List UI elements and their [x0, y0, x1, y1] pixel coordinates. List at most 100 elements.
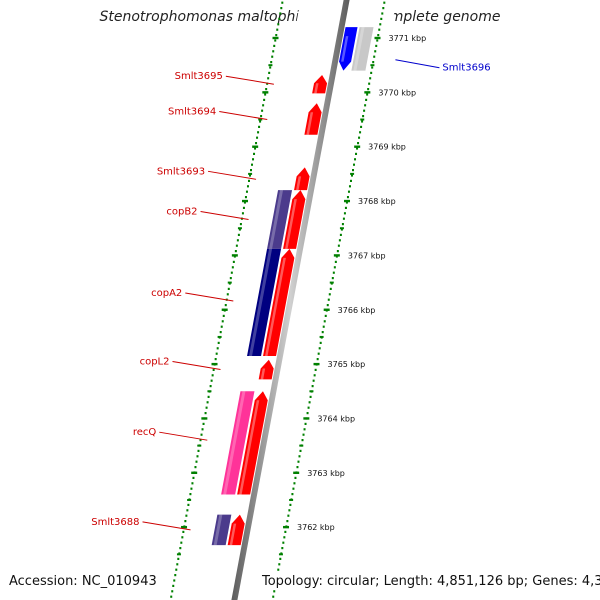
- outer-tick-ring: [170, 1, 284, 598]
- inner-ring-dot: [329, 287, 332, 290]
- outer-ring-dot: [214, 358, 217, 361]
- accession-text: Accession: NC_010943: [9, 574, 157, 589]
- outer-ring-dot: [205, 406, 208, 409]
- inner-ring-dot: [371, 66, 374, 69]
- outer-ring-dot: [231, 266, 234, 269]
- outer-ring-dot: [209, 385, 212, 388]
- outer-ring-dot: [235, 244, 238, 247]
- outer-ring-dot: [242, 206, 245, 209]
- gene-copb2-cog-box: [267, 190, 293, 249]
- inner-ring-dot: [348, 185, 351, 188]
- inner-ring-dot: [292, 487, 295, 490]
- inner-major-tick: [313, 362, 320, 366]
- inner-ring-dot: [308, 401, 311, 404]
- outer-ring-dot: [179, 547, 182, 550]
- inner-minor-tick: [339, 227, 344, 230]
- inner-ring-dot: [383, 1, 386, 4]
- topology-text: Topology: circular; Length: 4,851,126 bp…: [262, 574, 600, 589]
- outer-minor-tick: [258, 118, 263, 121]
- gene-copb2-arrow-body: [283, 190, 306, 249]
- inner-ring-dot: [299, 449, 302, 452]
- outer-ring-dot: [173, 579, 176, 582]
- inner-ring-dot: [341, 223, 344, 226]
- outer-ring-dot: [254, 147, 257, 150]
- outer-ring-dot: [217, 341, 220, 344]
- outer-ring-dot: [182, 530, 185, 533]
- outer-major-tick: [262, 91, 269, 94]
- scale-label-3768: 3768 kbp: [358, 197, 396, 206]
- inner-ring-dot: [344, 206, 347, 209]
- inner-ring-dot: [362, 115, 365, 118]
- inner-ring-dot: [354, 158, 357, 161]
- inner-ring-dot: [336, 250, 339, 253]
- gene-copl2-leader: [172, 361, 221, 371]
- gene-smlt3695-arrow-shine: [314, 83, 319, 94]
- gene-smlt3696-cog-box-shine: [353, 27, 365, 71]
- outer-major-tick: [201, 417, 208, 420]
- gene-copl2-arrow-shine: [260, 368, 266, 380]
- inner-ring-dot: [355, 152, 358, 155]
- inner-ring-dot: [282, 541, 285, 544]
- inner-major-tick: [333, 254, 340, 257]
- gene-smlt3695-label: Smlt3695: [175, 71, 274, 85]
- inner-ring-dot: [360, 125, 363, 128]
- scale-label-3769: 3769 kbp: [368, 143, 406, 152]
- scale-label-3766: 3766 kbp: [338, 306, 376, 315]
- inner-ring-dot: [342, 217, 345, 220]
- inner-ring-dot: [364, 104, 367, 107]
- inner-ring-dot: [363, 109, 366, 112]
- inner-ring-dot: [304, 422, 307, 425]
- gene-smlt3695-arrow-body: [312, 74, 328, 94]
- outer-minor-tick: [227, 281, 232, 284]
- inner-ring-dot: [379, 23, 382, 26]
- outer-ring-dot: [237, 233, 240, 236]
- inner-ring-dot: [307, 406, 310, 409]
- gene-smlt3695-arrow: [312, 74, 328, 94]
- outer-ring-dot: [259, 120, 262, 123]
- outer-ring-dot: [210, 379, 213, 382]
- gene-recq-arrow: [237, 391, 268, 495]
- outer-ring-dot: [192, 476, 195, 479]
- inner-ring-dot: [311, 385, 314, 388]
- gene-copa2-label: copA2: [151, 288, 234, 302]
- gene-recq-cog-box-shine: [223, 391, 246, 495]
- gene-smlt3696-text: Smlt3696: [442, 63, 490, 74]
- inner-ring-dot: [334, 260, 337, 263]
- gene-smlt3694-leader: [219, 111, 268, 121]
- inner-ring-dot: [361, 120, 364, 123]
- outer-ring-dot: [180, 541, 183, 544]
- gene-smlt3696-arrow-shine: [341, 36, 349, 62]
- inner-ring-dot: [358, 136, 361, 139]
- outer-ring-dot: [271, 55, 274, 58]
- scale-label-3770: 3770 kbp: [378, 88, 416, 97]
- gene-smlt3688-arrow-body: [227, 514, 245, 546]
- gene-smlt3696-arrow-body: [339, 27, 358, 71]
- gene-smlt3694-text: Smlt3694: [168, 107, 216, 118]
- outer-ring-dot: [220, 325, 223, 328]
- inner-ring-dot: [376, 39, 379, 42]
- gene-copa2-arrow-body: [263, 248, 295, 356]
- outer-ring-dot: [201, 428, 204, 431]
- gene-smlt3693-arrow-shine: [296, 176, 302, 191]
- inner-ring-dot: [339, 233, 342, 236]
- gene-smlt3696-label: Smlt3696: [395, 59, 491, 74]
- outer-ring-dot: [174, 574, 177, 577]
- gene-smlt3688-cog-box-shine: [213, 514, 223, 546]
- inner-ring-dot: [367, 88, 370, 91]
- inner-ring-dot: [286, 520, 289, 523]
- inner-minor-tick: [350, 172, 355, 175]
- outer-ring-dot: [265, 88, 268, 91]
- outer-ring-dot: [227, 287, 230, 290]
- gene-copb2-leader: [200, 211, 249, 221]
- outer-ring-dot: [268, 71, 271, 74]
- outer-major-tick: [191, 471, 198, 474]
- outer-ring-dot: [191, 482, 194, 485]
- outer-ring-dot: [181, 536, 184, 539]
- gene-smlt3688-arrow-shine: [229, 523, 237, 546]
- outer-ring-dot: [170, 595, 173, 598]
- inner-ring-dot: [373, 55, 376, 58]
- inner-ring-dot: [283, 536, 286, 539]
- inner-ring-dot: [272, 595, 275, 598]
- gene-copl2-label: copL2: [140, 357, 221, 371]
